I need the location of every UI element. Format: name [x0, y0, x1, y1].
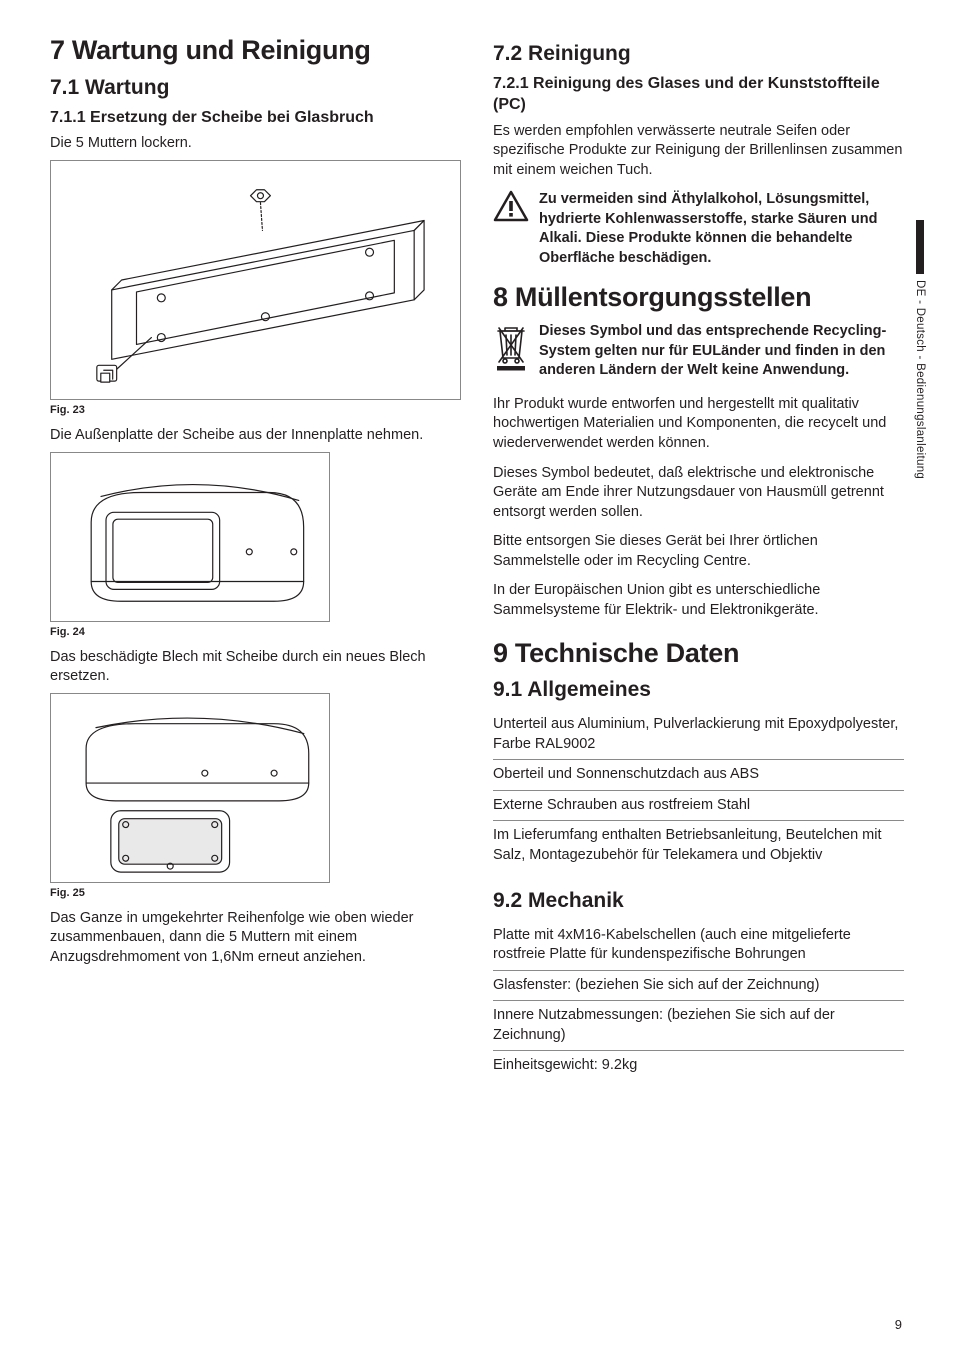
- spec-item: Platte mit 4xM16-Kabelschellen (auch ein…: [493, 921, 904, 971]
- body-text: Es werden empfohlen verwässerte neutrale…: [493, 122, 904, 181]
- section-7-heading: 7 Wartung und Reinigung: [50, 36, 461, 66]
- side-tab-marker: [916, 220, 924, 274]
- body-text: Die 5 Muttern lockern.: [50, 134, 461, 154]
- side-tab-label: DE - Deutsch - Bedienungslanleitung: [914, 280, 926, 479]
- figure-24-caption: Fig. 24: [50, 626, 461, 638]
- warning-triangle-icon: [493, 190, 529, 224]
- spec-item: Innere Nutzabmessungen: (beziehen Sie si…: [493, 1001, 904, 1051]
- page-number: 9: [895, 1317, 902, 1332]
- section-9-1-heading: 9.1 Allgemeines: [493, 678, 904, 702]
- side-language-tab: DE - Deutsch - Bedienungslanleitung: [914, 220, 926, 479]
- spec-list-9-2: Platte mit 4xM16-Kabelschellen (auch ein…: [493, 921, 904, 1081]
- figure-25-caption: Fig. 25: [50, 887, 461, 899]
- section-7-2-heading: 7.2 Reinigung: [493, 42, 904, 66]
- recycle-notice-text: Dieses Symbol und das entsprechende Recy…: [539, 322, 904, 381]
- section-9-heading: 9 Technische Daten: [493, 639, 904, 669]
- body-text: Das Ganze in umgekehrter Reihenfolge wie…: [50, 909, 461, 968]
- section-9-2-heading: 9.2 Mechanik: [493, 889, 904, 913]
- spec-item: Im Lieferumfang enthalten Betriebsanleit…: [493, 821, 904, 870]
- section-7-1-heading: 7.1 Wartung: [50, 76, 461, 100]
- warning-block: Zu vermeiden sind Äthylalkohol, Lösungsm…: [493, 190, 904, 268]
- section-8-heading: 8 Müllentsorgungsstellen: [493, 283, 904, 313]
- spec-item: Oberteil und Sonnenschutzdach aus ABS: [493, 760, 904, 791]
- spec-item: Einheitsgewicht: 9.2kg: [493, 1051, 904, 1081]
- body-text: Das beschädigte Blech mit Scheibe durch …: [50, 648, 461, 687]
- section-7-2-1-heading: 7.2.1 Reinigung des Glases und der Kunst…: [493, 74, 904, 116]
- spec-list-9-1: Unterteil aus Aluminium, Pulverlackierun…: [493, 710, 904, 870]
- warning-text: Zu vermeiden sind Äthylalkohol, Lösungsm…: [539, 190, 904, 268]
- weee-bin-icon: [493, 322, 529, 372]
- body-text: In der Europäischen Union gibt es unters…: [493, 581, 904, 620]
- spec-item: Glasfenster: (beziehen Sie sich auf der …: [493, 971, 904, 1002]
- body-text: Die Außenplatte der Scheibe aus der Inne…: [50, 426, 461, 446]
- body-text: Ihr Produkt wurde entworfen und hergeste…: [493, 395, 904, 454]
- figure-25: [50, 693, 330, 883]
- figure-23-caption: Fig. 23: [50, 404, 461, 416]
- section-7-1-1-heading: 7.1.1 Ersetzung der Scheibe bei Glasbruc…: [50, 108, 461, 129]
- recycle-notice-block: Dieses Symbol und das entsprechende Recy…: [493, 322, 904, 381]
- body-text: Bitte entsorgen Sie dieses Gerät bei Ihr…: [493, 532, 904, 571]
- spec-item: Unterteil aus Aluminium, Pulverlackierun…: [493, 710, 904, 760]
- spec-item: Externe Schrauben aus rostfreiem Stahl: [493, 791, 904, 822]
- body-text: Dieses Symbol bedeutet, daß elektrische …: [493, 464, 904, 523]
- figure-24: [50, 452, 330, 622]
- figure-23: [50, 160, 461, 400]
